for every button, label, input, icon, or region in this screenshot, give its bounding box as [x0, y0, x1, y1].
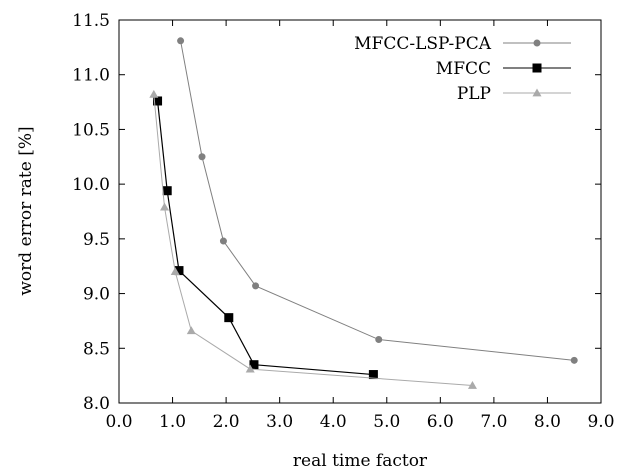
- x-tick-label: 8.0: [534, 412, 561, 432]
- data-point: [532, 88, 542, 97]
- data-point: [177, 37, 185, 45]
- x-tick-label: 4.0: [320, 412, 347, 432]
- data-point: [149, 89, 159, 98]
- x-tick-label: 6.0: [427, 412, 454, 432]
- x-tick-label: 5.0: [373, 412, 400, 432]
- y-tick-label: 8.5: [83, 339, 110, 359]
- legend: MFCC-LSP-PCA MFCC PLP: [354, 34, 571, 104]
- y-tick-label: 8.0: [83, 394, 110, 414]
- legend-label: MFCC: [436, 59, 491, 79]
- series-line: [180, 40, 575, 361]
- series-mfcc-lsp-pca: [177, 37, 578, 364]
- data-point: [186, 326, 196, 335]
- data-point: [198, 153, 206, 161]
- data-point: [533, 39, 541, 47]
- data-point: [170, 267, 180, 276]
- data-point: [570, 356, 578, 364]
- legend-label: MFCC-LSP-PCA: [354, 34, 492, 54]
- axis-ticks: 0.0 1.0 2.0 3.0 4.0 5.0 6.0 7.0 8.0 9.0 8.0 8.5 9.0 9…: [72, 11, 614, 432]
- data-point: [174, 266, 184, 276]
- data-point: [375, 336, 383, 344]
- series-line: [156, 100, 374, 376]
- data-point: [160, 202, 170, 211]
- x-tick-label: 9.0: [587, 412, 614, 432]
- data-point: [368, 370, 378, 380]
- plot-frame: [118, 19, 602, 404]
- data-point: [252, 282, 260, 290]
- data-point: [532, 63, 542, 73]
- y-tick-label: 10.5: [72, 120, 110, 140]
- x-tick-label: 1.0: [159, 412, 186, 432]
- data-point: [224, 313, 234, 323]
- series-plp: [149, 89, 477, 389]
- y-tick-label: 11.0: [72, 66, 110, 86]
- x-tick-label: 2.0: [213, 412, 240, 432]
- data-point: [245, 364, 255, 373]
- x-tick-label: 7.0: [480, 412, 507, 432]
- x-tick-label: 0.0: [105, 412, 132, 432]
- y-axis-label: word error rate [%]: [16, 126, 36, 295]
- x-tick-label: 3.0: [266, 412, 293, 432]
- y-tick-label: 9.0: [83, 285, 110, 305]
- y-tick-label: 11.5: [72, 11, 110, 31]
- y-tick-label: 10.0: [72, 175, 110, 195]
- series-mfcc: [153, 96, 378, 380]
- data-point: [153, 96, 163, 106]
- data-point: [467, 380, 477, 389]
- data-point: [249, 360, 259, 370]
- data-point: [219, 237, 227, 245]
- legend-label: PLP: [457, 84, 491, 104]
- series-line: [153, 94, 473, 386]
- data-point: [162, 186, 172, 196]
- x-axis-label: real time factor: [293, 451, 428, 471]
- y-tick-label: 9.5: [83, 230, 110, 250]
- series-layer: [149, 37, 578, 389]
